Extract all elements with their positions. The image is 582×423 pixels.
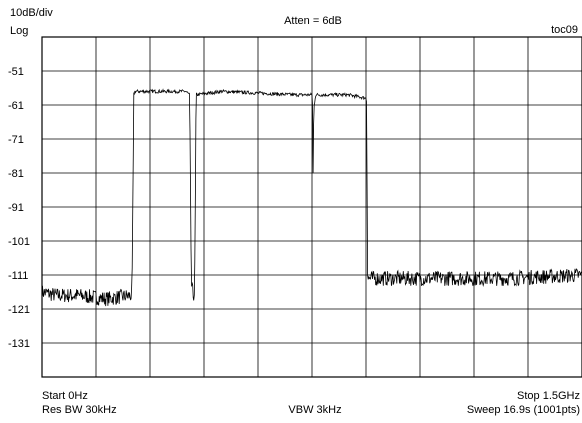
- attenuation-label: Atten = 6dB: [284, 15, 342, 27]
- y-tick-label: -121: [8, 304, 30, 316]
- y-tick-label: -111: [8, 270, 28, 282]
- resolution-bandwidth-label: Res BW 30kHz: [42, 404, 117, 416]
- y-tick-label: -71: [8, 134, 24, 146]
- figure-id-label: toc09: [551, 24, 578, 36]
- scale-label: 10dB/div: [10, 7, 53, 19]
- plot-frame: [41, 36, 582, 378]
- scale-mode-label: Log: [10, 25, 28, 37]
- y-tick-labels: -51 -61 -71 -81 -91 -101 -111 -121 -131: [8, 66, 30, 350]
- sweep-time-label: Sweep 16.9s (1001pts): [467, 404, 580, 416]
- grid-lines: [42, 37, 582, 377]
- y-tick-label: -101: [8, 236, 30, 248]
- y-tick-label: -91: [8, 202, 24, 214]
- y-tick-label: -51: [8, 66, 24, 78]
- trace-line: [41, 88, 582, 307]
- start-frequency-label: Start 0Hz: [42, 390, 88, 402]
- video-bandwidth-label: VBW 3kHz: [288, 404, 341, 416]
- stop-frequency-label: Stop 1.5GHz: [517, 390, 580, 402]
- y-tick-label: -61: [8, 100, 24, 112]
- y-tick-label: -131: [8, 338, 30, 350]
- y-tick-label: -81: [8, 168, 24, 180]
